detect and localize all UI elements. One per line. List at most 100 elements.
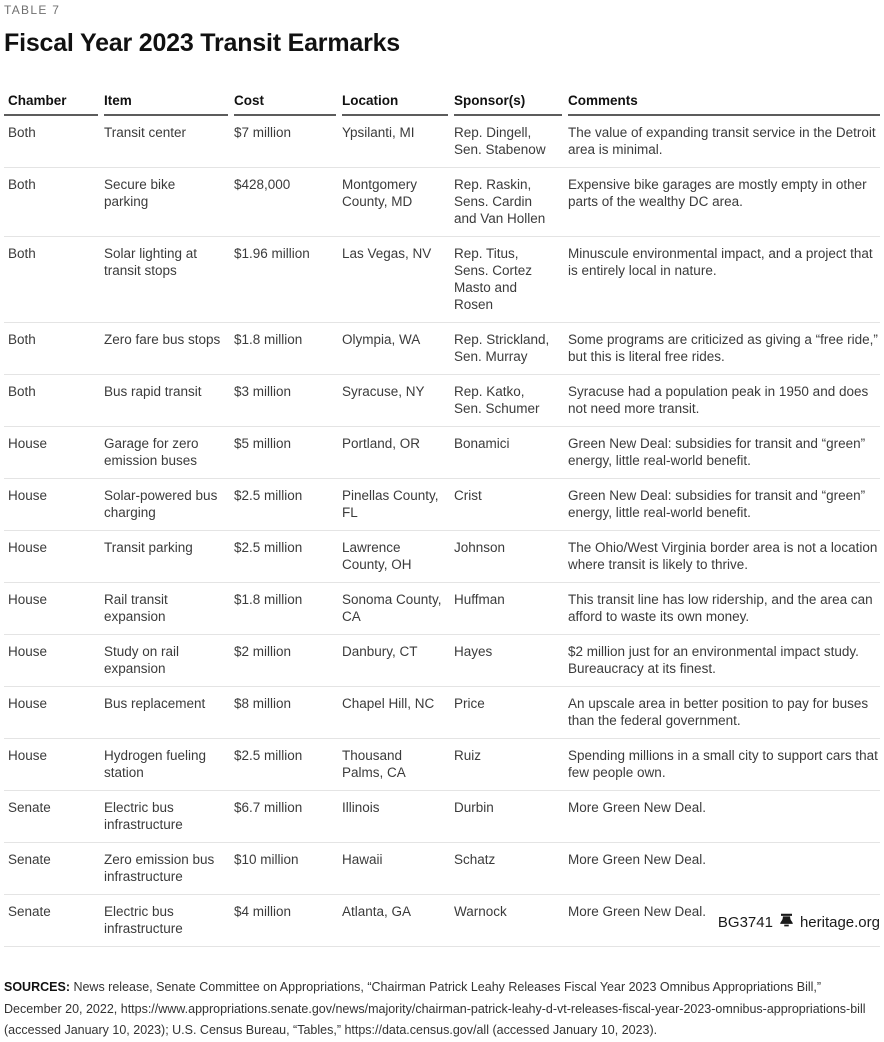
column-header-comments: Comments — [568, 93, 880, 116]
cell-chamber: Senate — [4, 790, 104, 843]
table-row: Senate Zero emission bus infrastructure … — [4, 842, 880, 895]
cell-chamber: House — [4, 686, 104, 739]
cell-cost: $3 million — [234, 374, 342, 427]
cell-cost: $2.5 million — [234, 478, 342, 531]
cell-item: Garage for zero emission buses — [104, 426, 234, 479]
cell-chamber: Both — [4, 116, 104, 168]
cell-cost: $1.8 million — [234, 322, 342, 375]
cell-comments: Minuscule environmental impact, and a pr… — [568, 236, 880, 323]
column-header-location: Location — [342, 93, 454, 116]
cell-location: Lawrence County, OH — [342, 530, 454, 583]
cell-cost: $7 million — [234, 116, 342, 168]
cell-sponsors: Huffman — [454, 582, 568, 635]
table-row: Both Transit center $7 million Ypsilanti… — [4, 116, 880, 168]
cell-comments: This transit line has low ridership, and… — [568, 582, 880, 635]
cell-item: Secure bike parking — [104, 167, 234, 237]
cell-comments: More Green New Deal. — [568, 790, 880, 843]
cell-chamber: House — [4, 478, 104, 531]
cell-sponsors: Bonamici — [454, 426, 568, 479]
cell-location: Sonoma County, CA — [342, 582, 454, 635]
cell-sponsors: Rep. Strickland, Sen. Murray — [454, 322, 568, 375]
cell-chamber: Both — [4, 167, 104, 237]
cell-cost: $2.5 million — [234, 738, 342, 791]
cell-sponsors: Hayes — [454, 634, 568, 687]
document-id: BG3741 — [717, 914, 773, 931]
cell-item: Zero emission bus infrastructure — [104, 842, 234, 895]
cell-item: Study on rail expansion — [104, 634, 234, 687]
cell-chamber: Both — [4, 236, 104, 323]
cell-sponsors: Rep. Dingell, Sen. Stabenow — [454, 116, 568, 168]
cell-comments: Spending millions in a small city to sup… — [568, 738, 880, 791]
cell-item: Bus rapid transit — [104, 374, 234, 427]
table-row: Both Zero fare bus stops $1.8 million Ol… — [4, 322, 880, 375]
cell-location: Olympia, WA — [342, 322, 454, 375]
cell-cost: $10 million — [234, 842, 342, 895]
cell-cost: $8 million — [234, 686, 342, 739]
cell-cost: $5 million — [234, 426, 342, 479]
table-row: Both Solar lighting at transit stops $1.… — [4, 236, 880, 323]
table-row: House Hydrogen fueling station $2.5 mill… — [4, 738, 880, 791]
cell-item: Zero fare bus stops — [104, 322, 234, 375]
cell-location: Pinellas County, FL — [342, 478, 454, 531]
cell-chamber: House — [4, 634, 104, 687]
cell-item: Transit center — [104, 116, 234, 168]
earmarks-table: Chamber Item Cost Location Sponsor(s) Co… — [4, 93, 880, 947]
cell-cost: $1.8 million — [234, 582, 342, 635]
site-name: heritage.org — [799, 914, 880, 931]
cell-location: Portland, OR — [342, 426, 454, 479]
table-row: Senate Electric bus infrastructure $6.7 … — [4, 790, 880, 843]
table-header: Chamber Item Cost Location Sponsor(s) Co… — [4, 93, 880, 116]
cell-location: Ypsilanti, MI — [342, 116, 454, 168]
cell-comments: Green New Deal: subsidies for transit an… — [568, 478, 880, 531]
cell-chamber: House — [4, 426, 104, 479]
table-body: Both Transit center $7 million Ypsilanti… — [4, 116, 880, 947]
cell-comments: Syracuse had a population peak in 1950 a… — [568, 374, 880, 427]
table-row: House Study on rail expansion $2 million… — [4, 634, 880, 687]
cell-location: Las Vegas, NV — [342, 236, 454, 323]
cell-item: Bus replacement — [104, 686, 234, 739]
cell-comments: The Ohio/West Virginia border area is no… — [568, 530, 880, 583]
sources-note: SOURCES: News release, Senate Committee … — [4, 977, 880, 1042]
column-header-sponsors: Sponsor(s) — [454, 93, 568, 116]
cell-cost: $2.5 million — [234, 530, 342, 583]
cell-comments: Expensive bike garages are mostly empty … — [568, 167, 880, 237]
cell-sponsors: Schatz — [454, 842, 568, 895]
cell-sponsors: Johnson — [454, 530, 568, 583]
cell-location: Danbury, CT — [342, 634, 454, 687]
cell-sponsors: Durbin — [454, 790, 568, 843]
table-row: House Garage for zero emission buses $5 … — [4, 426, 880, 479]
liberty-bell-icon — [779, 913, 794, 932]
sources-label: SOURCES: — [4, 980, 70, 994]
cell-sponsors: Rep. Raskin, Sens. Cardin and Van Hollen — [454, 167, 568, 237]
cell-item: Solar-powered bus charging — [104, 478, 234, 531]
cell-sponsors: Warnock — [454, 894, 568, 947]
cell-cost: $428,000 — [234, 167, 342, 237]
cell-sponsors: Ruiz — [454, 738, 568, 791]
cell-location: Hawaii — [342, 842, 454, 895]
sources-text: News release, Senate Committee on Approp… — [4, 980, 866, 1037]
footer: BG3741 heritage.org — [718, 913, 880, 932]
cell-chamber: Both — [4, 374, 104, 427]
cell-sponsors: Rep. Katko, Sen. Schumer — [454, 374, 568, 427]
cell-chamber: House — [4, 738, 104, 791]
cell-chamber: Both — [4, 322, 104, 375]
cell-cost: $1.96 million — [234, 236, 342, 323]
cell-sponsors: Crist — [454, 478, 568, 531]
table-row: House Transit parking $2.5 million Lawre… — [4, 530, 880, 583]
cell-chamber: House — [4, 530, 104, 583]
column-header-cost: Cost — [234, 93, 342, 116]
cell-comments: Green New Deal: subsidies for transit an… — [568, 426, 880, 479]
page-title: Fiscal Year 2023 Transit Earmarks — [4, 29, 401, 57]
cell-cost: $2 million — [234, 634, 342, 687]
cell-location: Thousand Palms, CA — [342, 738, 454, 791]
cell-comments: $2 million just for an environmental imp… — [568, 634, 880, 687]
table-row: Both Bus rapid transit $3 million Syracu… — [4, 374, 880, 427]
cell-item: Electric bus infrastructure — [104, 790, 234, 843]
cell-sponsors: Price — [454, 686, 568, 739]
cell-cost: $4 million — [234, 894, 342, 947]
cell-item: Hydrogen fueling station — [104, 738, 234, 791]
cell-location: Montgomery County, MD — [342, 167, 454, 237]
cell-sponsors: Rep. Titus, Sens. Cortez Masto and Rosen — [454, 236, 568, 323]
column-header-item: Item — [104, 93, 234, 116]
cell-location: Illinois — [342, 790, 454, 843]
